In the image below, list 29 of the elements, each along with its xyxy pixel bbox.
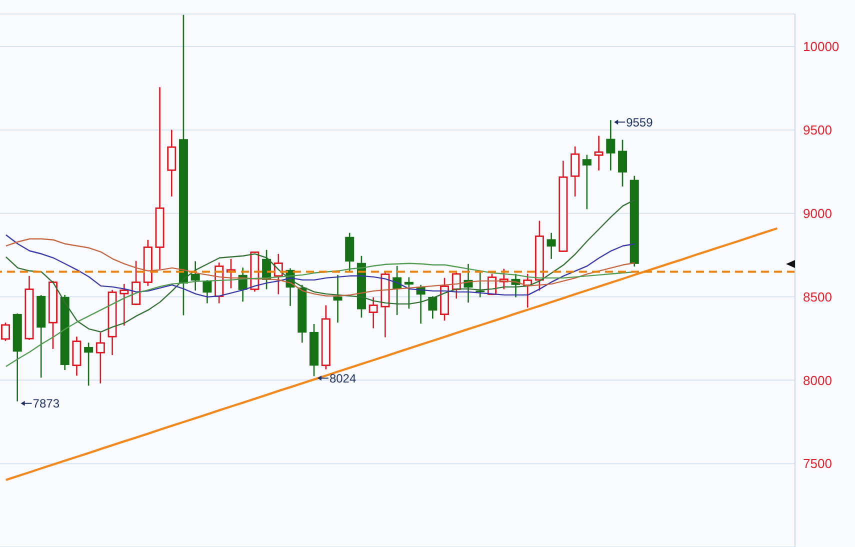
y-tick-label: 9000 (803, 206, 832, 221)
line-series (4, 227, 778, 482)
line-series (5, 199, 636, 333)
candlestick (428, 296, 438, 320)
candlestick (404, 276, 414, 310)
annotation: 9559 (626, 115, 654, 130)
candlestick (333, 274, 342, 324)
candlestick (96, 332, 105, 384)
candlestick (452, 271, 461, 300)
candlestick (570, 146, 580, 198)
candlestick (594, 135, 604, 172)
candlestick (120, 283, 129, 326)
candlestick (84, 342, 94, 386)
y-tick-label: 10000 (803, 39, 840, 54)
candlestick (546, 232, 556, 260)
y-tick-label: 7500 (803, 456, 832, 472)
candlestick (190, 260, 200, 292)
y-tick-label: 9500 (803, 122, 832, 138)
candlestick (618, 139, 628, 188)
candlestick (132, 260, 141, 306)
candlestick (476, 270, 485, 298)
y-tick-label: 8500 (803, 289, 832, 304)
candlestick (368, 296, 378, 329)
candlestick (202, 279, 212, 304)
annotation: 7873 (32, 396, 60, 411)
annotation: 8024 (329, 371, 356, 386)
candlestick (167, 129, 176, 198)
y-tick-label: 8000 (803, 372, 832, 388)
candlestick (582, 154, 592, 210)
